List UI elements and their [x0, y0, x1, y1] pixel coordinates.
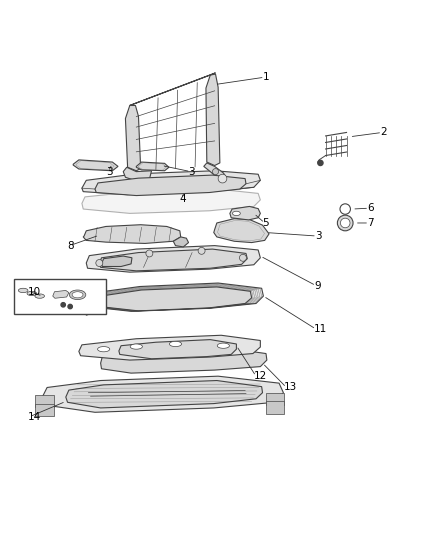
Polygon shape — [79, 335, 260, 360]
Polygon shape — [130, 73, 215, 106]
Text: 13: 13 — [284, 383, 297, 392]
Ellipse shape — [170, 341, 182, 346]
Ellipse shape — [98, 346, 110, 352]
Polygon shape — [99, 249, 247, 271]
Circle shape — [340, 218, 350, 228]
Polygon shape — [66, 381, 262, 408]
Polygon shape — [53, 290, 69, 298]
Text: 11: 11 — [314, 324, 327, 334]
Polygon shape — [82, 189, 260, 213]
Circle shape — [218, 174, 227, 183]
Ellipse shape — [72, 292, 83, 298]
Text: 12: 12 — [254, 371, 267, 381]
Text: 2: 2 — [380, 127, 387, 138]
Polygon shape — [125, 106, 141, 171]
Text: 3: 3 — [188, 167, 195, 176]
Polygon shape — [86, 294, 91, 315]
Polygon shape — [206, 74, 220, 166]
Bar — [35, 395, 53, 407]
Ellipse shape — [27, 292, 37, 296]
Text: 3: 3 — [315, 231, 321, 241]
Polygon shape — [43, 376, 283, 413]
Text: 10: 10 — [28, 287, 41, 297]
Circle shape — [340, 204, 350, 214]
Circle shape — [96, 260, 103, 266]
Polygon shape — [230, 206, 260, 220]
Polygon shape — [123, 167, 152, 182]
Circle shape — [68, 304, 72, 309]
Bar — [35, 403, 53, 416]
Polygon shape — [214, 219, 269, 243]
Bar — [14, 279, 106, 313]
Polygon shape — [98, 287, 252, 311]
Bar — [266, 401, 284, 414]
Polygon shape — [73, 160, 118, 171]
Circle shape — [318, 160, 323, 166]
Ellipse shape — [130, 344, 142, 349]
Ellipse shape — [69, 290, 86, 300]
Polygon shape — [204, 163, 228, 182]
Text: 1: 1 — [262, 72, 269, 82]
Polygon shape — [95, 175, 246, 196]
Circle shape — [240, 254, 247, 261]
Circle shape — [146, 250, 153, 257]
Polygon shape — [173, 237, 188, 247]
Polygon shape — [82, 171, 260, 195]
Text: 14: 14 — [28, 411, 41, 422]
Polygon shape — [101, 348, 267, 373]
Text: 4: 4 — [179, 193, 186, 204]
Text: 3: 3 — [106, 167, 113, 176]
Ellipse shape — [18, 288, 28, 293]
Ellipse shape — [217, 343, 230, 349]
Polygon shape — [102, 256, 132, 266]
Ellipse shape — [233, 211, 240, 215]
Circle shape — [198, 247, 205, 254]
Text: 6: 6 — [367, 203, 374, 213]
Polygon shape — [119, 340, 237, 359]
Ellipse shape — [35, 294, 45, 298]
Circle shape — [212, 168, 219, 175]
Polygon shape — [86, 246, 260, 272]
Text: 8: 8 — [67, 240, 74, 251]
Polygon shape — [136, 162, 169, 171]
Bar — [266, 393, 284, 405]
Circle shape — [337, 215, 353, 231]
Text: 7: 7 — [367, 218, 374, 228]
Text: 5: 5 — [262, 218, 269, 228]
Circle shape — [61, 303, 65, 307]
Text: 9: 9 — [314, 281, 321, 290]
Polygon shape — [86, 283, 263, 311]
Polygon shape — [83, 225, 181, 244]
